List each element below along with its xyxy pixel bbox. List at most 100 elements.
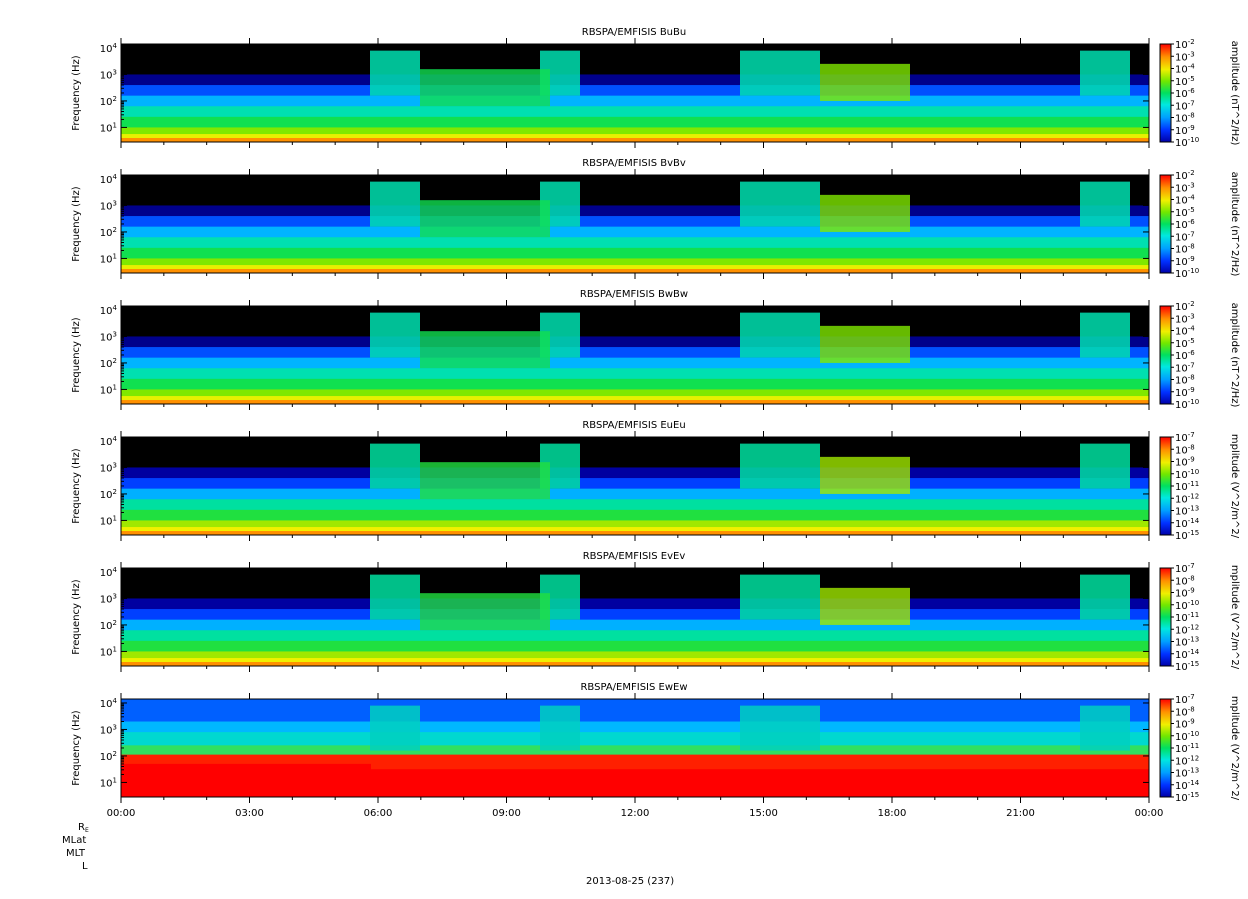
colorbar-tick-label: 10-2 xyxy=(1175,169,1195,182)
colorbar-tick-label: 10-8 xyxy=(1175,574,1195,587)
emission-region xyxy=(820,194,910,232)
emission-region xyxy=(1080,312,1130,358)
emission-region xyxy=(370,50,420,96)
x-tick-label: 15:00 xyxy=(749,808,778,819)
y-tick-label: 104 xyxy=(100,566,118,579)
y-tick-label: 102 xyxy=(100,619,117,632)
emission-region xyxy=(540,705,580,751)
y-tick-label: 101 xyxy=(100,121,117,134)
y-axis-label: Frequency (Hz) xyxy=(71,579,82,655)
colorbar-tick-label: 10-8 xyxy=(1175,374,1195,387)
colorbar xyxy=(1160,175,1171,273)
y-tick-label: 101 xyxy=(100,383,117,396)
y-tick-label: 102 xyxy=(100,750,117,763)
emission-region xyxy=(420,200,550,238)
emission-region xyxy=(420,69,550,107)
y-axis-label: Frequency (Hz) xyxy=(71,55,82,131)
colorbar-label: amplitude (nT^2/Hz) xyxy=(1229,303,1240,408)
frequency-band xyxy=(121,531,1149,535)
colorbar-tick-label: 10-12 xyxy=(1175,492,1199,505)
colorbar-tick-label: 10-7 xyxy=(1175,693,1195,706)
emission-region xyxy=(370,181,420,227)
panel-title: RBSPA/EMFISIS BvBv xyxy=(582,158,686,169)
emission-region xyxy=(420,462,550,500)
colorbar-tick-label: 10-9 xyxy=(1175,718,1195,731)
x-tick-label: 21:00 xyxy=(1006,808,1035,819)
colorbar-tick-label: 10-11 xyxy=(1175,611,1199,624)
colorbar-label: amplitude (nT^2/Hz) xyxy=(1229,41,1240,146)
colorbar-tick-label: 10-11 xyxy=(1175,742,1199,755)
colorbar-tick-label: 10-5 xyxy=(1175,337,1195,350)
colorbar-tick-label: 10-8 xyxy=(1175,243,1195,256)
emission-region xyxy=(1080,443,1130,489)
colorbar-tick-label: 10-4 xyxy=(1175,194,1195,207)
colorbar-tick-label: 10-14 xyxy=(1175,517,1200,530)
colorbar-tick-label: 10-14 xyxy=(1175,779,1200,792)
emission-region xyxy=(740,181,820,227)
emission-region xyxy=(121,763,371,797)
colorbar-tick-label: 10-15 xyxy=(1175,791,1199,804)
colorbar-tick-label: 10-10 xyxy=(1175,267,1199,280)
spectrogram-panel: RBSPA/EMFISIS BwBw 101 102 103 104 Frequency … xyxy=(71,289,1240,411)
emission-region xyxy=(820,456,910,494)
spectrogram-panel: RBSPA/EMFISIS EwEw 101 102 103 104 Frequency … xyxy=(71,682,1240,804)
emission-region xyxy=(370,443,420,489)
colorbar-tick-label: 10-4 xyxy=(1175,325,1195,338)
orbit-label-mlt: MLT xyxy=(66,848,85,859)
colorbar-tick-label: 10-15 xyxy=(1175,660,1199,673)
y-axis-label: Frequency (Hz) xyxy=(71,448,82,524)
y-tick-label: 103 xyxy=(100,592,117,605)
colorbar-tick-label: 10-11 xyxy=(1175,480,1199,493)
emission-region xyxy=(740,443,820,489)
colorbar-tick-label: 10-12 xyxy=(1175,754,1199,767)
emission-region xyxy=(1080,705,1130,751)
y-tick-label: 104 xyxy=(100,173,118,186)
x-tick-label: 18:00 xyxy=(878,808,907,819)
y-tick-label: 102 xyxy=(100,488,117,501)
colorbar-tick-label: 10-13 xyxy=(1175,505,1199,518)
panel-title: RBSPA/EMFISIS EuEu xyxy=(582,420,685,431)
y-tick-label: 104 xyxy=(100,697,118,710)
y-tick-label: 103 xyxy=(100,199,117,212)
y-tick-label: 103 xyxy=(100,723,117,736)
spectrogram-image xyxy=(121,44,1149,142)
emission-region xyxy=(420,331,550,369)
colorbar-tick-label: 10-10 xyxy=(1175,136,1199,149)
colorbar-label: mplitude (V^2/m^2/ xyxy=(1229,696,1240,801)
colorbar-tick-label: 10-9 xyxy=(1175,255,1195,268)
panel-title: RBSPA/EMFISIS EvEv xyxy=(583,551,686,562)
emission-region xyxy=(740,312,820,358)
colorbar xyxy=(1160,306,1171,404)
colorbar-tick-label: 10-6 xyxy=(1175,87,1195,100)
emission-region xyxy=(820,63,910,101)
colorbar-tick-label: 10-5 xyxy=(1175,206,1195,219)
x-tick-label: 06:00 xyxy=(364,808,393,819)
colorbar-label: amplitude (nT^2/Hz) xyxy=(1229,172,1240,277)
spectrogram-panel: RBSPA/EMFISIS BvBv 101 102 103 104 Frequency … xyxy=(71,158,1240,280)
emission-region xyxy=(370,705,420,751)
spectrogram-panel: RBSPA/EMFISIS EvEv 101 102 103 104 Frequency … xyxy=(71,551,1240,673)
colorbar-tick-label: 10-7 xyxy=(1175,230,1195,243)
y-tick-label: 102 xyxy=(100,226,117,239)
orbit-label-mlat: MLat xyxy=(62,835,87,846)
emission-region xyxy=(820,325,910,363)
colorbar-tick-label: 10-6 xyxy=(1175,349,1195,362)
colorbar-tick-label: 10-3 xyxy=(1175,181,1195,194)
colorbar-label: mplitude (V^2/m^2/ xyxy=(1229,434,1240,539)
emission-region xyxy=(820,587,910,625)
y-tick-label: 101 xyxy=(100,776,117,789)
colorbar-label: mplitude (V^2/m^2/ xyxy=(1229,565,1240,670)
colorbar xyxy=(1160,437,1171,535)
colorbar-tick-label: 10-10 xyxy=(1175,398,1199,411)
y-tick-label: 104 xyxy=(100,42,118,55)
y-tick-label: 104 xyxy=(100,435,118,448)
colorbar xyxy=(1160,699,1171,797)
x-tick-label: 12:00 xyxy=(621,808,650,819)
colorbar xyxy=(1160,44,1171,142)
colorbar-tick-label: 10-9 xyxy=(1175,456,1195,469)
panel-title: RBSPA/EMFISIS EwEw xyxy=(580,682,687,693)
y-axis-label: Frequency (Hz) xyxy=(71,317,82,393)
colorbar-tick-label: 10-14 xyxy=(1175,648,1200,661)
colorbar-tick-label: 10-9 xyxy=(1175,386,1195,399)
